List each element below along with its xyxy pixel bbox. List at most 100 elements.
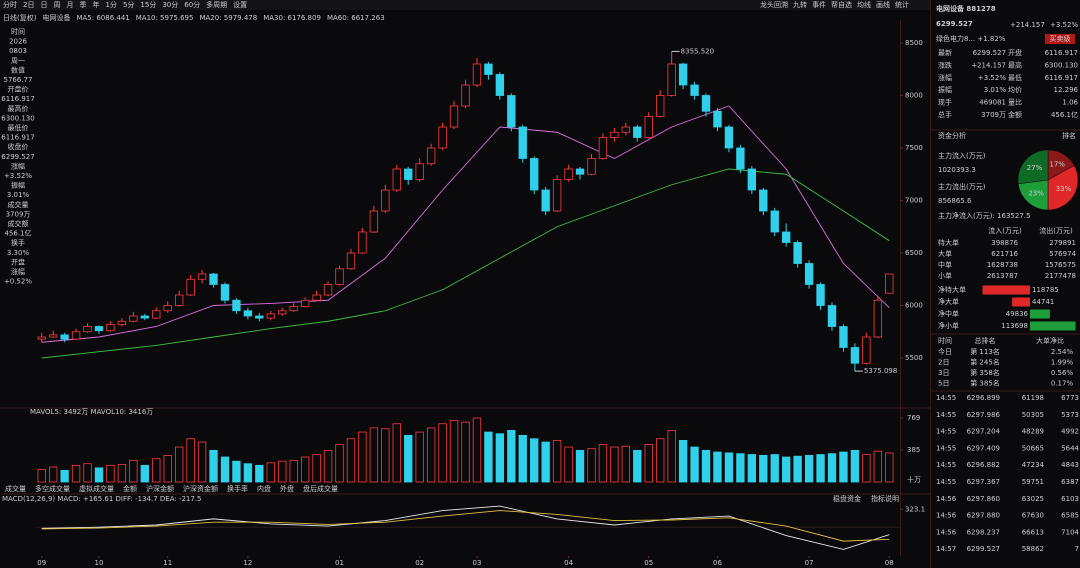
panel-tab[interactable]: 资金分析: [938, 131, 966, 140]
volume-tab[interactable]: 沪深资金额: [183, 484, 218, 493]
candle-body: [816, 284, 825, 306]
volume-bar: [140, 464, 149, 483]
panel-tab[interactable]: 排名: [1062, 131, 1076, 140]
volume-bar: [862, 454, 871, 483]
info-item: +3.52%: [4, 172, 32, 180]
info-item: 振幅: [11, 181, 25, 190]
volume-bar: [713, 451, 722, 483]
candle-body: [690, 84, 699, 96]
trade-count: 7104: [1061, 528, 1079, 536]
info-item: 6300.130: [1, 114, 34, 122]
x-tick-label: 02: [415, 559, 424, 567]
volume-bar: [701, 449, 711, 483]
period-tab[interactable]: 15分: [140, 0, 156, 9]
candle-body: [770, 210, 779, 233]
volume-bar: [289, 459, 298, 483]
candle-body: [415, 163, 424, 180]
volume-tab[interactable]: 换手率: [227, 484, 248, 493]
trade-count: 6585: [1061, 512, 1079, 520]
volume-bar: [152, 458, 161, 483]
volume-bar: [60, 469, 69, 483]
period-tab[interactable]: 2日: [23, 1, 34, 9]
period-tab[interactable]: 设置: [233, 0, 247, 9]
trade-price: 6296.882: [967, 461, 1000, 469]
macd-button[interactable]: 稳盘资金: [833, 494, 861, 503]
quote-label: 量比: [1008, 98, 1022, 107]
period-tab[interactable]: 月: [66, 1, 73, 9]
volume-tab[interactable]: 成交量: [5, 484, 26, 493]
volume-bar: [633, 449, 642, 483]
period-tab[interactable]: 分时: [3, 0, 17, 9]
info-item: 6116.917: [1, 95, 34, 103]
volume-tab[interactable]: 虚拟成交量: [79, 484, 114, 493]
trade-time: 14:55: [936, 478, 956, 486]
info-item: 最高价: [8, 104, 29, 113]
volume-bar: [381, 428, 390, 483]
period-tab[interactable]: 周: [53, 1, 60, 9]
x-tick-label: 08: [885, 559, 894, 567]
info-item: 3.01%: [7, 191, 30, 199]
volume-tab[interactable]: 多空成交量: [35, 484, 70, 493]
rank-period: 3日: [938, 369, 949, 377]
trade-volume: 50665: [1022, 444, 1044, 452]
tool-button[interactable]: 事件: [812, 0, 826, 9]
period-tab[interactable]: 5分: [123, 0, 134, 9]
rank-value: 第 113名: [970, 347, 1000, 356]
candle-body: [552, 179, 562, 212]
x-tick-label: 12: [243, 559, 252, 567]
volume-bar: [404, 434, 413, 483]
volume-tab[interactable]: 外盘: [280, 484, 294, 493]
candle-body: [587, 158, 596, 175]
volume-tab[interactable]: 内盘: [257, 484, 271, 493]
tool-button[interactable]: 九转: [793, 0, 807, 9]
trade-time: 14:55: [936, 428, 956, 436]
net-bar: [982, 285, 1030, 295]
tool-button[interactable]: 龙头回溯: [760, 0, 788, 9]
info-item: 换手: [11, 238, 25, 247]
tool-button[interactable]: 统计: [895, 0, 909, 9]
candle-body: [129, 315, 138, 322]
candle-body: [644, 116, 653, 138]
pie-slice: [1017, 149, 1049, 185]
ma-legend: MA20: 5979.478: [199, 14, 257, 22]
period-tab[interactable]: 季: [79, 0, 86, 9]
period-tab[interactable]: 30分: [162, 0, 178, 9]
info-item: 开盘: [11, 257, 25, 266]
quote-value: +3.52%: [978, 74, 1006, 82]
tool-button[interactable]: 画线: [876, 0, 890, 9]
flow-in: 1628738: [987, 261, 1018, 269]
tool-button[interactable]: 均线: [857, 0, 871, 9]
flow-out: 2177478: [1045, 272, 1076, 280]
period-tab[interactable]: 多周期: [206, 0, 227, 9]
volume-tab[interactable]: 金额: [123, 484, 137, 493]
volume-bar: [438, 423, 447, 483]
candle-body: [472, 63, 482, 86]
tool-button[interactable]: 帮自选: [831, 0, 852, 9]
info-item: +0.52%: [4, 278, 32, 286]
volume-tab[interactable]: 沪深金额: [146, 484, 174, 493]
macd-button[interactable]: 指标说明: [871, 494, 899, 503]
candle-body: [678, 63, 688, 86]
period-tab[interactable]: 1分: [105, 0, 116, 9]
flow-in: 621716: [991, 250, 1018, 258]
candle-body: [289, 306, 298, 312]
macd-line: [41, 510, 890, 542]
trade-button[interactable]: 买卖级: [1050, 34, 1071, 43]
volume-bar: [278, 460, 287, 483]
volume-bar: [484, 431, 493, 483]
candle-body: [782, 231, 791, 243]
volume-bar: [312, 454, 321, 483]
volume-tab[interactable]: 盘后成交量: [303, 484, 338, 493]
period-tab[interactable]: 60分: [184, 0, 200, 9]
volume-bar: [426, 427, 436, 483]
y-tick-label: 8500: [905, 39, 923, 47]
period-tab[interactable]: 日: [40, 1, 47, 9]
volume-bar: [656, 438, 665, 483]
period-tab[interactable]: 年: [92, 0, 99, 9]
flow-header: 流出(万元): [1039, 226, 1073, 235]
volume-bar: [598, 444, 608, 483]
quote-value: 456.1亿: [1051, 110, 1078, 119]
trade-time: 14:56: [936, 512, 957, 520]
trade-price: 6299.527: [967, 545, 1000, 553]
candle-body: [598, 137, 608, 159]
